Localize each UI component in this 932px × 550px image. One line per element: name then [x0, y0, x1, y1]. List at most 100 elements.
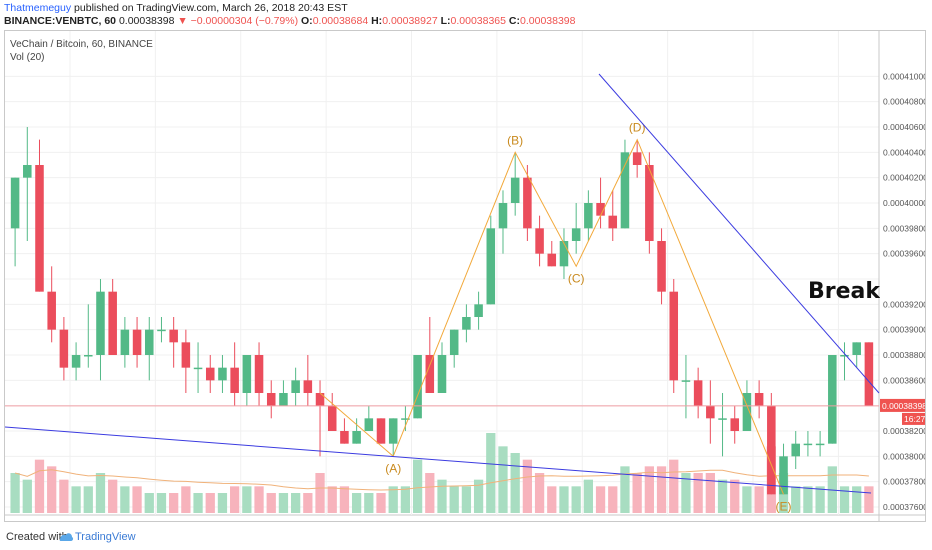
candle-body — [23, 165, 32, 178]
volume-bar — [290, 493, 301, 513]
volume-bar — [193, 493, 203, 513]
volume-bar — [522, 459, 533, 513]
volume-bar — [693, 473, 703, 513]
volume-bar — [547, 486, 557, 513]
candle-body — [120, 329, 130, 355]
price-change: −0.00000304 (−0.79%) — [190, 15, 299, 27]
time-tick-label: 06:00 — [315, 519, 337, 521]
volume-bar — [754, 486, 764, 513]
candle-body — [864, 342, 874, 406]
candle-body — [486, 228, 496, 305]
volume-bar — [120, 486, 130, 513]
candle-body — [425, 355, 435, 393]
candle-body — [510, 177, 520, 203]
price-tick-label: 0.00038600 — [883, 375, 925, 385]
wave-label: (D) — [629, 121, 646, 135]
time-tick-label: 25 — [236, 519, 246, 521]
volume-bar — [461, 486, 472, 513]
candle-body — [205, 367, 215, 381]
volume-bar — [364, 493, 374, 513]
tradingview-logo-icon[interactable] — [58, 531, 74, 546]
candle-body — [474, 304, 483, 317]
created-with-text: Created with — [6, 531, 68, 543]
volume-bar — [437, 479, 447, 513]
candle-body — [254, 355, 264, 393]
candlestick-chart[interactable]: 0.00041000 0.00040800 0.00040600 0.00040400… — [5, 31, 925, 521]
candle-body — [376, 418, 386, 444]
volume-bar — [608, 486, 618, 513]
candle-body — [815, 443, 825, 446]
volume-bar — [108, 479, 118, 513]
candle-body — [742, 393, 752, 431]
low-value: 0.00038365 — [450, 15, 506, 27]
chart-legend: VeChain / Bitcoin, 60, BINANCE Vol (20) — [10, 38, 153, 64]
volume-bar — [717, 479, 728, 513]
volume-bar — [510, 453, 520, 513]
candle-body — [242, 355, 252, 393]
candle-body — [35, 165, 44, 292]
volume-bar — [83, 486, 93, 513]
author-link[interactable]: Thatmemeguy — [4, 2, 72, 14]
tradingview-brand[interactable]: TradingView — [75, 531, 136, 543]
price-tick-label: 0.00040000 — [883, 198, 925, 208]
candle-body — [388, 418, 398, 444]
candle-body — [340, 431, 349, 444]
high-value: 0.00038927 — [382, 15, 438, 27]
volume-bar — [571, 486, 581, 513]
volume-bar — [169, 493, 179, 513]
candle-body — [852, 342, 861, 355]
candle-body — [657, 241, 666, 292]
volume-bar — [376, 493, 386, 513]
open-value: 0.00038684 — [312, 15, 369, 27]
candle-body — [693, 380, 703, 406]
wave-label: (B) — [507, 133, 523, 147]
volume-bar — [632, 473, 642, 513]
volume-bar — [59, 479, 69, 513]
candle-body — [462, 317, 471, 330]
wave-label: (C) — [568, 271, 585, 285]
volume-bar — [400, 486, 411, 513]
candle-body — [803, 443, 813, 446]
candle-body — [571, 228, 581, 241]
volume-bar — [181, 486, 191, 513]
candle-body — [523, 177, 532, 229]
symbol-label: BINANCE:VENBTC, 60 — [4, 15, 117, 27]
price-tick-label: 0.00040600 — [883, 122, 925, 132]
volume-bar — [242, 486, 252, 513]
volume-bar — [425, 473, 435, 513]
time-tick-label: 12:00 — [401, 519, 423, 521]
volume-bar — [583, 479, 594, 513]
candle-body — [108, 291, 117, 355]
volume-bar — [71, 486, 81, 513]
volume-bar — [412, 459, 423, 513]
volume-bar — [327, 486, 337, 513]
time-tick-label: 12:00 — [59, 519, 81, 521]
close-value: 0.00038398 — [520, 15, 576, 27]
down-arrow-icon: ▼ — [177, 15, 188, 27]
candle-body — [498, 203, 508, 229]
candle-body — [596, 203, 605, 216]
countdown-tag — [902, 412, 925, 425]
candle-body — [413, 355, 422, 419]
candle-body — [47, 291, 56, 330]
volume-bar — [22, 479, 32, 513]
volume-bar — [498, 446, 508, 513]
close-label: C: — [508, 15, 521, 27]
candle-body — [364, 418, 374, 431]
candle-body — [10, 177, 20, 229]
candle-body — [327, 405, 337, 431]
volume-bar — [644, 466, 654, 513]
time-tick-label: 18:00 — [828, 519, 850, 521]
candle-body — [449, 329, 459, 355]
candle-body — [71, 355, 81, 368]
volume-bar — [156, 493, 167, 513]
volume-bar — [815, 486, 825, 513]
volume-bar — [254, 486, 264, 513]
candle-body — [681, 380, 691, 382]
time-tick-label: 26 — [578, 519, 588, 521]
volume-ma-line — [14, 469, 869, 491]
volume-bar — [791, 486, 801, 513]
volume-bar — [205, 493, 215, 513]
price-tick-label: 0.00037600 — [883, 502, 925, 512]
volume-bar — [315, 473, 325, 513]
